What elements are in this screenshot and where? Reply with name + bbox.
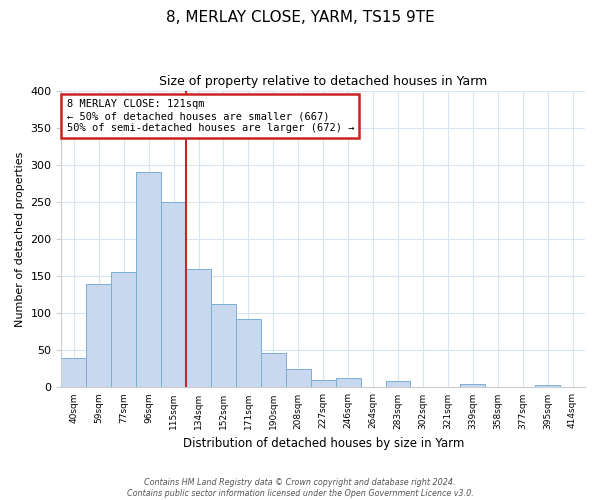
Bar <box>136 172 161 388</box>
Bar <box>535 385 560 388</box>
Bar <box>211 304 236 388</box>
Text: 8 MERLAY CLOSE: 121sqm
← 50% of detached houses are smaller (667)
50% of semi-de: 8 MERLAY CLOSE: 121sqm ← 50% of detached… <box>67 100 354 132</box>
Bar <box>335 378 361 388</box>
Text: Contains HM Land Registry data © Crown copyright and database right 2024.
Contai: Contains HM Land Registry data © Crown c… <box>127 478 473 498</box>
Text: 8, MERLAY CLOSE, YARM, TS15 9TE: 8, MERLAY CLOSE, YARM, TS15 9TE <box>166 10 434 25</box>
X-axis label: Distribution of detached houses by size in Yarm: Distribution of detached houses by size … <box>182 437 464 450</box>
Bar <box>386 382 410 388</box>
Bar <box>311 380 335 388</box>
Bar <box>61 358 86 388</box>
Bar <box>86 284 111 388</box>
Bar <box>261 354 286 388</box>
Bar <box>186 268 211 388</box>
Bar <box>460 384 485 388</box>
Bar <box>161 202 186 388</box>
Bar <box>286 369 311 388</box>
Y-axis label: Number of detached properties: Number of detached properties <box>15 152 25 326</box>
Title: Size of property relative to detached houses in Yarm: Size of property relative to detached ho… <box>159 75 487 88</box>
Bar <box>111 272 136 388</box>
Bar <box>236 319 261 388</box>
